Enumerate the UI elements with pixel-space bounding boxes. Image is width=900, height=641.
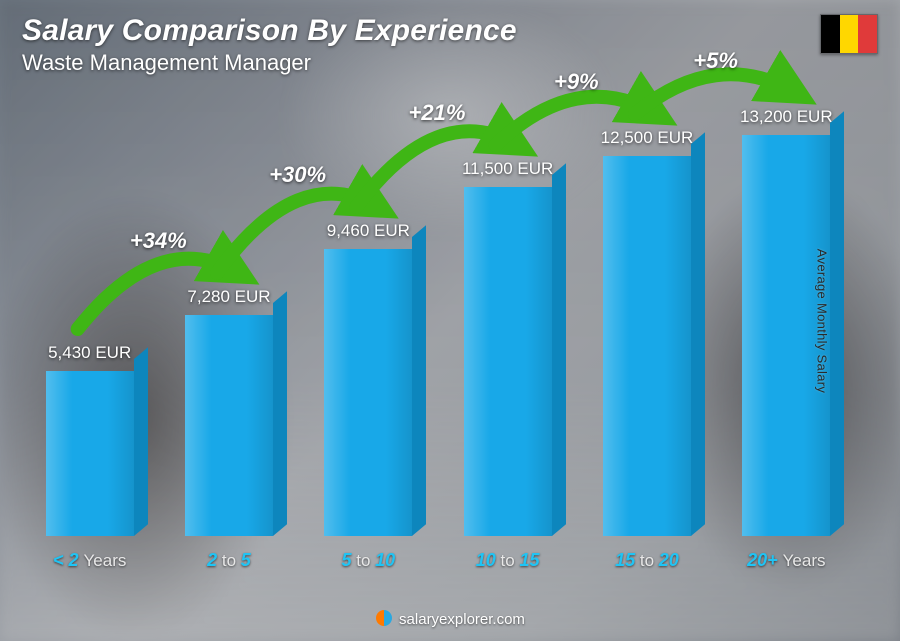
bar-side-face [273, 291, 287, 536]
footer: salaryexplorer.com [0, 609, 900, 631]
bar-3d [464, 187, 552, 536]
bar-side-face [691, 132, 705, 536]
page-title: Salary Comparison By Experience [22, 14, 517, 48]
bar-side-face [552, 163, 566, 536]
bar-x-label: 5 to 10 [341, 550, 395, 571]
bar-group: 11,500 EUR 10 to 15 [442, 90, 573, 571]
bar-3d [324, 249, 412, 536]
bar-x-label: 20+ Years [747, 550, 825, 571]
bar-side-face [830, 111, 844, 536]
bar-x-label: 10 to 15 [476, 550, 540, 571]
site-logo-icon [375, 609, 393, 631]
growth-percent-label: +34% [130, 228, 187, 254]
bar-front-face [324, 249, 412, 536]
title-block: Salary Comparison By Experience Waste Ma… [22, 14, 517, 76]
growth-percent-label: +30% [269, 162, 326, 188]
bar-value-label: 12,500 EUR [601, 128, 694, 148]
growth-percent-label: +21% [409, 100, 466, 126]
bar-value-label: 7,280 EUR [187, 287, 270, 307]
bar-3d [185, 315, 273, 536]
site-name: salaryexplorer.com [399, 611, 525, 628]
bar-side-face [134, 347, 148, 536]
flag-stripe-black [821, 15, 840, 53]
bar-front-face [603, 156, 691, 536]
bar-x-label: < 2 Years [53, 550, 126, 571]
flag-stripe-yellow [840, 15, 859, 53]
page-subtitle: Waste Management Manager [22, 50, 517, 76]
bar-value-label: 9,460 EUR [327, 221, 410, 241]
header: Salary Comparison By Experience Waste Ma… [22, 14, 878, 76]
bar-group: 12,500 EUR 15 to 20 [581, 90, 712, 571]
bar-value-label: 5,430 EUR [48, 343, 131, 363]
bar-3d [603, 156, 691, 536]
bar-3d [46, 371, 134, 536]
country-flag-belgium [820, 14, 878, 54]
bar-chart: 5,430 EUR < 2 Years 7,280 EUR 2 to 5 9,460 E… [24, 90, 852, 571]
flag-stripe-red [858, 15, 877, 53]
bar-group: 13,200 EUR 20+ Years [721, 90, 852, 571]
bar-side-face [412, 225, 426, 536]
bar-value-label: 13,200 EUR [740, 107, 833, 127]
bar-x-label: 2 to 5 [207, 550, 251, 571]
bar-group: 5,430 EUR < 2 Years [24, 90, 155, 571]
bar-x-label: 15 to 20 [615, 550, 679, 571]
bar-front-face [185, 315, 273, 536]
bar-value-label: 11,500 EUR [462, 159, 553, 179]
y-axis-label: Average Monthly Salary [814, 248, 829, 392]
bar-front-face [46, 371, 134, 536]
bar-front-face [464, 187, 552, 536]
